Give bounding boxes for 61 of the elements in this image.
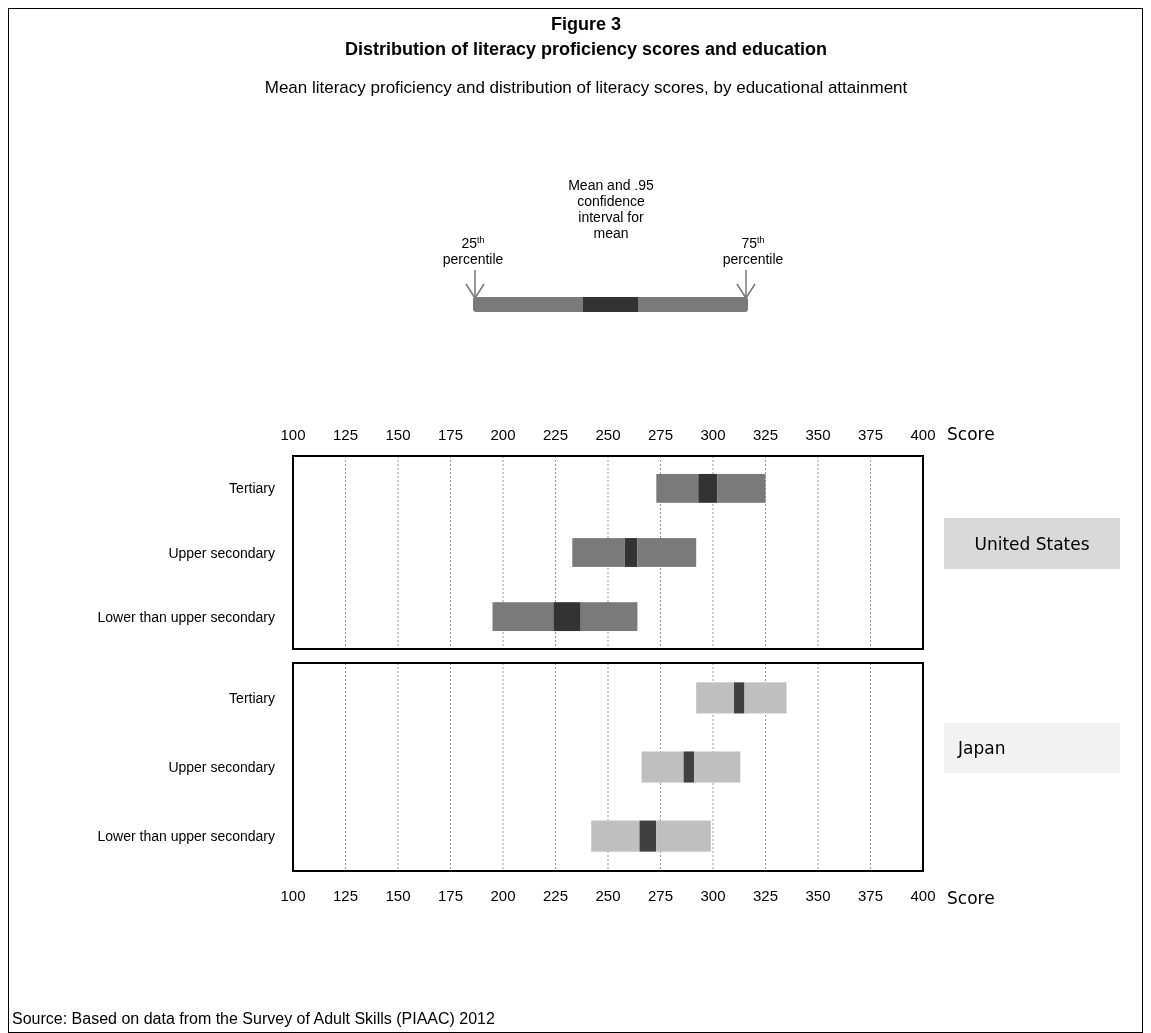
bar (694, 751, 741, 783)
bar (641, 751, 684, 783)
x-tick-label: 250 (595, 887, 621, 904)
x-tick-label: 150 (385, 426, 411, 443)
y-tick-label: Upper secondary (168, 759, 275, 775)
chart-subtitle: Distribution of literacy proficiency scores and education (344, 39, 828, 59)
bar (624, 538, 638, 567)
text: United States (974, 534, 1090, 554)
x-tick-label: 125 (332, 887, 359, 904)
x-tick-label: 150 (385, 887, 411, 904)
x-tick-label: 375 (857, 426, 884, 443)
x-tick-label: 350 (805, 426, 831, 443)
x-tick-label: 325 (752, 887, 779, 904)
y-tick-label: Tertiary (229, 480, 275, 497)
bar (639, 820, 657, 852)
x-tick-label: 100 (280, 887, 306, 904)
y-tick-label: Upper secondary (168, 544, 275, 561)
x-tick-label: 125 (332, 426, 359, 443)
x-tick-label: 350 (805, 887, 831, 904)
y-tick-label: Lower than upper secondary (97, 828, 275, 845)
bar (683, 751, 695, 783)
bar (717, 473, 766, 503)
text: Mean and .95 confidence interval for mean (568, 177, 655, 241)
text: Japan (957, 738, 1006, 758)
bar (572, 538, 625, 567)
x-axis-title: Score (947, 424, 995, 444)
source-note: Source: Based on data from the Survey of Adult Skills (PIAAC) 2012 (12, 1010, 496, 1027)
text: Mean literacy proficiency and distribution of literacy scores, by educational attainment (264, 78, 908, 97)
x-tick-label: 400 (910, 887, 936, 904)
y-tick-label: Tertiary (229, 689, 275, 706)
bar (696, 682, 734, 714)
x-tick-label: 175 (437, 426, 464, 443)
x-tick-label: 375 (857, 887, 884, 904)
x-tick-label: 325 (752, 426, 779, 443)
x-tick-label: 250 (595, 426, 621, 443)
bar (637, 538, 697, 567)
bar (698, 473, 718, 503)
bar (744, 682, 787, 714)
x-tick-label: 300 (700, 426, 726, 443)
x-tick-label: 300 (700, 887, 726, 904)
bar (580, 602, 638, 632)
x-tick-label: 225 (542, 887, 569, 904)
text: 25$^{th}$ percentile (442, 235, 504, 267)
bar (591, 820, 640, 852)
bar (656, 820, 711, 852)
bar (734, 682, 745, 714)
x-tick-label: 200 (490, 887, 516, 904)
bar (492, 602, 554, 632)
text: 75$^{th}$ percentile (722, 235, 784, 267)
chart-title: Figure 3 (550, 14, 622, 34)
y-tick-label: Lower than upper secondary (97, 608, 275, 625)
x-tick-label: 275 (647, 887, 674, 904)
x-tick-label: 175 (437, 887, 464, 904)
x-axis-title: Score (947, 888, 995, 908)
x-tick-label: 100 (280, 426, 306, 443)
bar (553, 602, 581, 632)
x-tick-label: 200 (490, 426, 516, 443)
bar (656, 473, 699, 503)
x-tick-label: 275 (647, 426, 674, 443)
x-tick-label: 400 (910, 426, 936, 443)
x-tick-label: 225 (542, 426, 569, 443)
